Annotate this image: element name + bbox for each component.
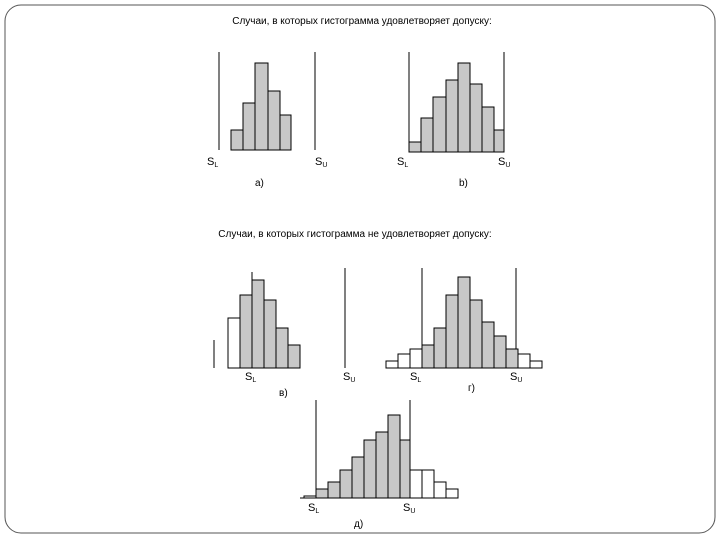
subscript: L [214, 162, 218, 169]
symbol: S [510, 371, 517, 383]
upper-limit-label: SU [315, 156, 327, 169]
subscript: U [410, 508, 415, 515]
panel-label: д) [354, 519, 363, 530]
subscript: U [505, 162, 510, 169]
lower-limit-label: SL [245, 371, 256, 384]
symbol: S [207, 156, 214, 168]
title-not-ok: Случаи, в которых гистограмма не удовлет… [218, 229, 491, 240]
card [4, 4, 716, 534]
subscript: U [322, 162, 327, 169]
histogram-d [300, 400, 459, 499]
lower-limit-label: SL [308, 502, 319, 515]
lower-limit-label: SL [207, 156, 218, 169]
lower-limit-label: SL [397, 156, 408, 169]
subscript: L [315, 508, 319, 515]
subscript: L [252, 377, 256, 384]
symbol: S [403, 502, 410, 514]
subscript: L [417, 377, 421, 384]
panel-label: г) [468, 383, 475, 394]
histogram-a [218, 52, 316, 151]
panel-label: b) [459, 178, 468, 189]
upper-limit-label: SU [498, 156, 510, 169]
upper-limit-label: SU [510, 371, 522, 384]
symbol: S [343, 371, 350, 383]
subscript: U [517, 377, 522, 384]
symbol: S [245, 371, 252, 383]
lower-limit-label: SL [410, 371, 421, 384]
upper-limit-label: SU [403, 502, 415, 515]
panel-label: в) [279, 388, 288, 399]
symbol: S [410, 371, 417, 383]
histogram-v [213, 268, 346, 369]
symbol: S [315, 156, 322, 168]
title-ok: Случаи, в которых гистограмма удовлетвор… [232, 16, 492, 27]
histogram-b [408, 52, 505, 153]
subscript: L [404, 162, 408, 169]
symbol: S [498, 156, 505, 168]
histogram-g [385, 268, 543, 369]
symbol: S [308, 502, 315, 514]
upper-limit-label: SU [343, 371, 355, 384]
subscript: U [350, 377, 355, 384]
symbol: S [397, 156, 404, 168]
panel-label: а) [255, 178, 264, 189]
